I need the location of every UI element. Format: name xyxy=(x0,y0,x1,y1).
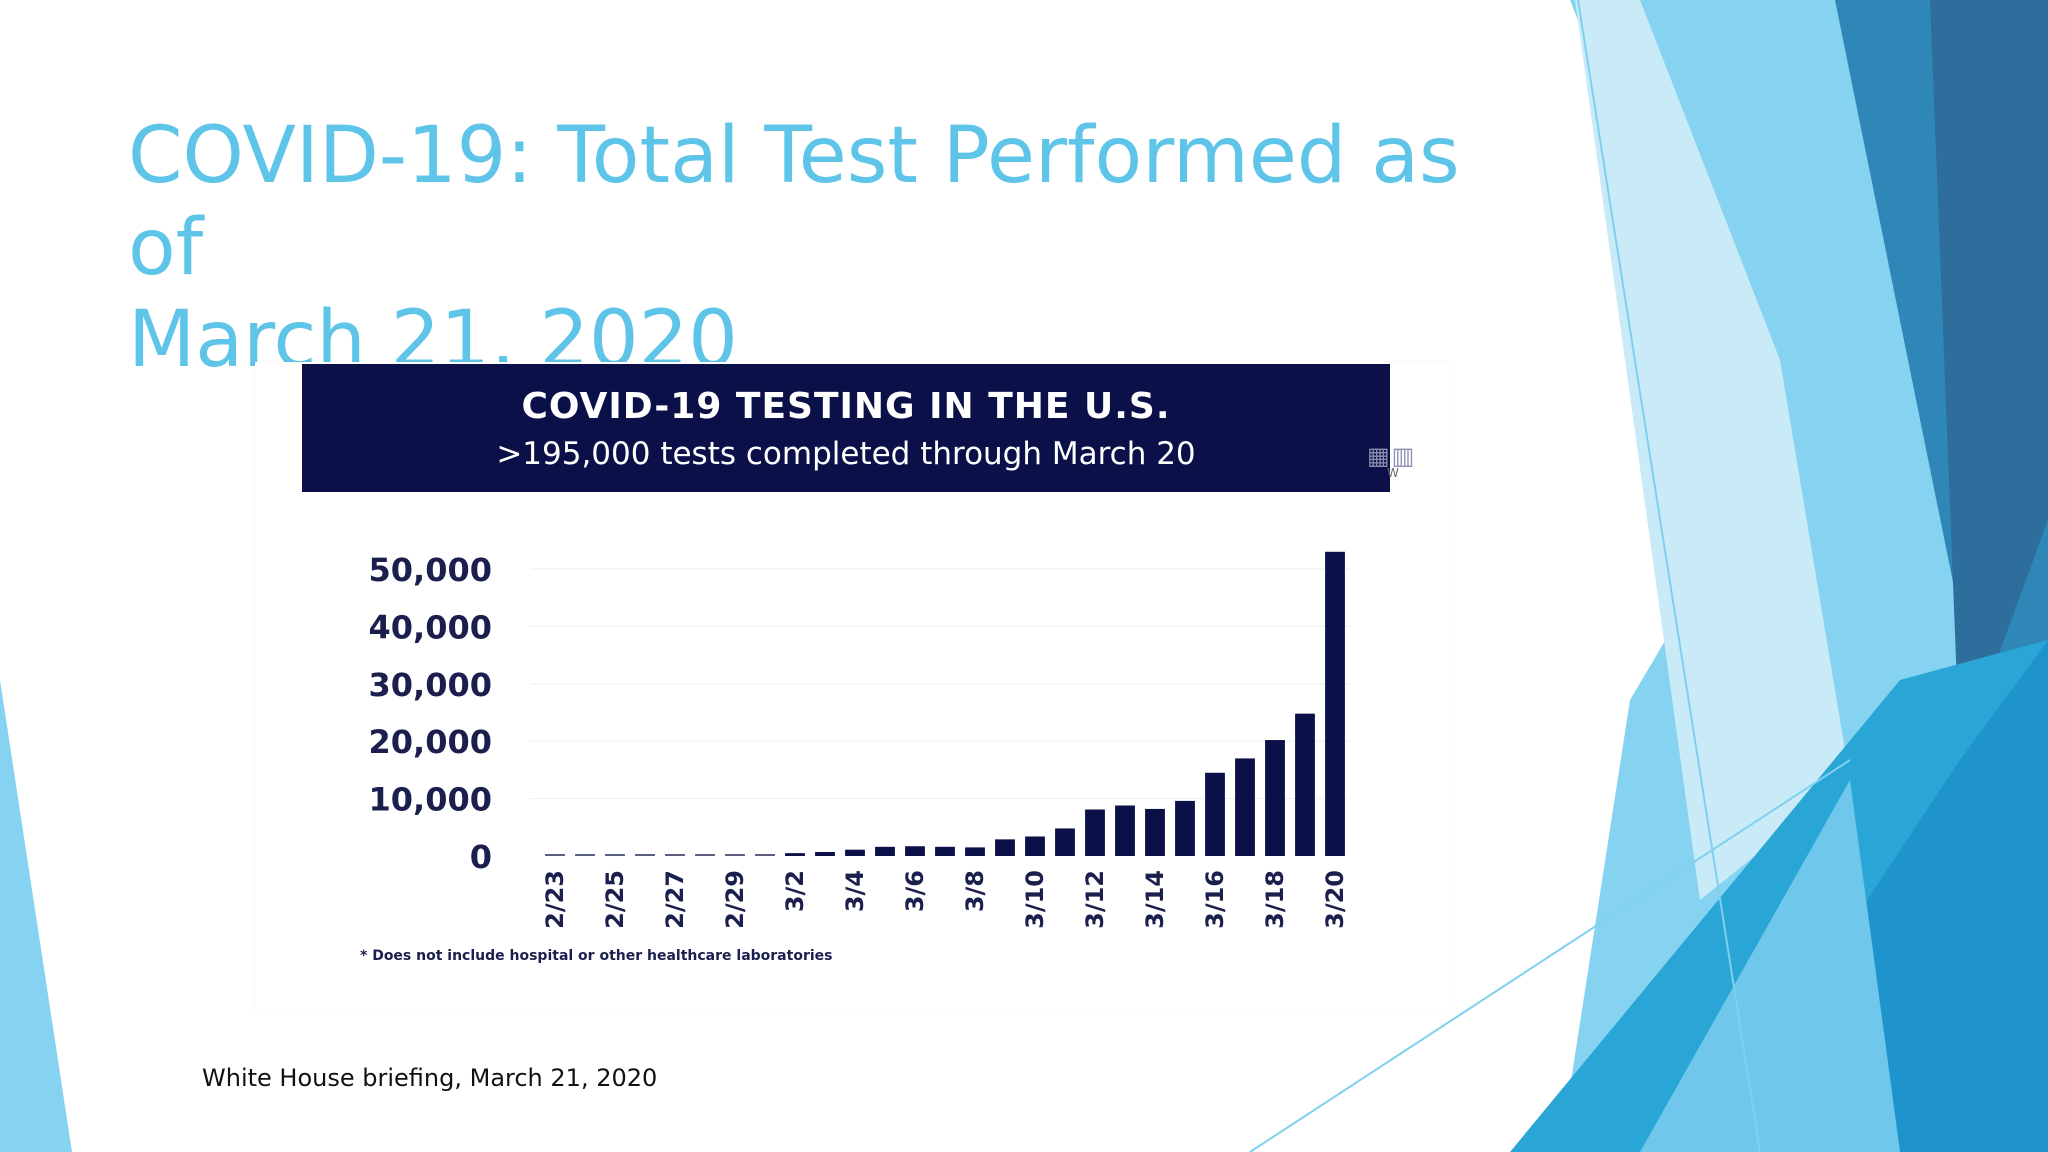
white-house-logo-icon: ▦▥ W xyxy=(1367,442,1417,480)
bg-line-1 xyxy=(1577,0,1761,1152)
logo-caption: W xyxy=(1387,466,1401,480)
y-tick-label: 30,000 xyxy=(369,666,492,704)
bar xyxy=(995,839,1015,856)
x-tick-label: 3/14 xyxy=(1141,870,1169,929)
bar xyxy=(635,854,655,856)
bar xyxy=(1295,713,1315,856)
bg-shape-right-dark xyxy=(1930,0,2048,760)
x-tick-label: 3/6 xyxy=(901,870,929,912)
chart-subtitle: >195,000 tests completed through March 2… xyxy=(496,436,1196,472)
x-tick-label: 3/12 xyxy=(1081,870,1109,929)
bar xyxy=(1145,808,1165,856)
bar xyxy=(1085,809,1105,856)
source-caption: White House briefing, March 21, 2020 xyxy=(202,1064,658,1092)
y-tick-label: 50,000 xyxy=(369,551,492,589)
bar xyxy=(905,846,925,856)
bar xyxy=(1175,800,1195,856)
bar xyxy=(1025,836,1045,856)
x-tick-label: 3/2 xyxy=(781,870,809,912)
bar xyxy=(875,846,895,856)
x-tick-label: 3/8 xyxy=(961,870,989,912)
y-tick-label: 0 xyxy=(470,838,492,876)
bg-shape-center-pale xyxy=(1640,780,1900,1152)
x-tick-label: 2/27 xyxy=(661,870,689,929)
x-tick-label: 3/18 xyxy=(1261,870,1289,929)
bar-chart: 0 10,000 20,000 30,000 40,000 50,000 2/23 2/25 2… xyxy=(369,551,1350,929)
bar xyxy=(755,854,775,856)
x-tick-label: 3/10 xyxy=(1021,870,1049,929)
y-tick-label: 40,000 xyxy=(369,608,492,646)
bar xyxy=(1115,805,1135,856)
y-tick-label: 10,000 xyxy=(369,781,492,819)
chart-image: COVID-19 TESTING IN THE U.S. >195,000 te… xyxy=(255,362,1450,1010)
bar xyxy=(1205,772,1225,856)
bar xyxy=(785,853,805,856)
chart-title: COVID-19 TESTING IN THE U.S. xyxy=(521,386,1171,427)
bar xyxy=(1055,828,1075,856)
chart-footnote: * Does not include hospital or other hea… xyxy=(360,948,833,964)
x-tick-label: 3/16 xyxy=(1201,870,1229,929)
bar xyxy=(965,847,985,856)
bar xyxy=(1325,551,1345,856)
y-tick-label: 20,000 xyxy=(369,723,492,761)
bg-line-2 xyxy=(1249,759,1851,1152)
bar xyxy=(1235,758,1255,856)
x-tick-label: 2/23 xyxy=(541,870,569,929)
slide-title-line1: COVID-19: Total Test Performed as of xyxy=(128,111,1460,293)
bar xyxy=(605,854,625,856)
bar xyxy=(545,854,565,856)
chart-banner: COVID-19 TESTING IN THE U.S. >195,000 te… xyxy=(302,364,1390,492)
bar xyxy=(725,854,745,856)
bar xyxy=(815,851,835,856)
bar xyxy=(845,849,865,856)
bar xyxy=(665,854,685,856)
x-tick-label: 2/29 xyxy=(721,870,749,929)
slide-title: COVID-19: Total Test Performed as of Mar… xyxy=(128,110,1468,386)
bg-shape-pale xyxy=(1575,0,1850,900)
bar xyxy=(1265,740,1285,856)
x-tick-label: 3/20 xyxy=(1321,870,1349,929)
bar xyxy=(575,854,595,856)
bg-shape-left xyxy=(0,680,72,1152)
bar xyxy=(695,854,715,856)
bar xyxy=(935,846,955,856)
x-tick-label: 2/25 xyxy=(601,870,629,929)
x-tick-label: 3/4 xyxy=(841,870,869,912)
